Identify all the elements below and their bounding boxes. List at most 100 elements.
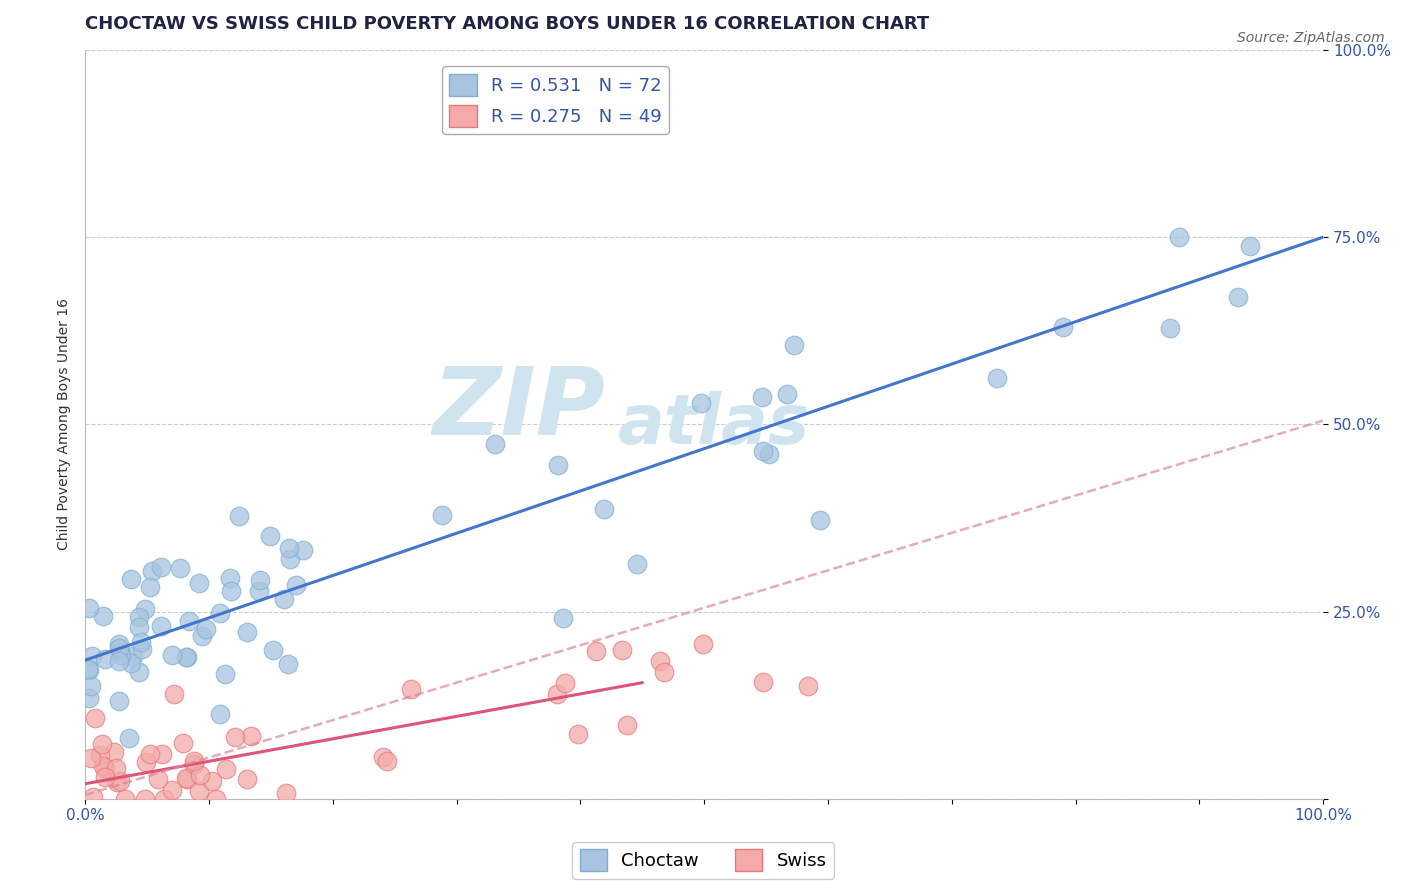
Point bbox=[278, 552, 301, 566]
Point bbox=[128, 620, 150, 634]
Point bbox=[214, 666, 236, 681]
Point bbox=[626, 558, 648, 572]
Point bbox=[236, 772, 259, 786]
Point bbox=[546, 687, 568, 701]
Point bbox=[209, 706, 232, 721]
Point bbox=[273, 591, 295, 606]
Point bbox=[176, 649, 198, 664]
Point bbox=[94, 652, 117, 666]
Point bbox=[277, 657, 299, 672]
Point bbox=[91, 759, 114, 773]
Point bbox=[228, 509, 250, 524]
Point bbox=[191, 629, 214, 643]
Point bbox=[205, 791, 228, 805]
Point bbox=[108, 640, 131, 655]
Point bbox=[1226, 290, 1249, 304]
Point bbox=[1052, 319, 1074, 334]
Point bbox=[162, 782, 184, 797]
Point bbox=[89, 747, 111, 762]
Point bbox=[551, 611, 574, 625]
Text: ZIP: ZIP bbox=[432, 363, 605, 455]
Point bbox=[103, 745, 125, 759]
Point bbox=[153, 791, 176, 805]
Point bbox=[1167, 230, 1189, 244]
Point bbox=[249, 573, 271, 587]
Point bbox=[236, 625, 259, 640]
Point bbox=[77, 690, 100, 705]
Legend: Choctaw, Swiss: Choctaw, Swiss bbox=[572, 842, 834, 879]
Point bbox=[224, 731, 246, 745]
Point bbox=[91, 738, 114, 752]
Text: Source: ZipAtlas.com: Source: ZipAtlas.com bbox=[1237, 31, 1385, 45]
Point bbox=[160, 648, 183, 662]
Point bbox=[162, 687, 184, 701]
Point bbox=[484, 436, 506, 450]
Point bbox=[689, 395, 711, 409]
Point bbox=[183, 756, 205, 771]
Point bbox=[80, 679, 103, 693]
Point bbox=[585, 644, 607, 658]
Point bbox=[375, 754, 398, 768]
Point bbox=[172, 736, 194, 750]
Point bbox=[177, 615, 200, 629]
Point bbox=[77, 662, 100, 676]
Point bbox=[122, 648, 145, 663]
Point bbox=[274, 786, 297, 800]
Point bbox=[82, 648, 104, 663]
Point bbox=[114, 791, 136, 805]
Point bbox=[208, 606, 231, 620]
Point bbox=[567, 727, 589, 741]
Point bbox=[128, 609, 150, 624]
Point bbox=[751, 390, 773, 404]
Point bbox=[108, 654, 131, 668]
Point bbox=[547, 458, 569, 473]
Point bbox=[174, 649, 197, 664]
Point bbox=[107, 637, 129, 651]
Point bbox=[120, 656, 142, 670]
Point bbox=[201, 774, 224, 789]
Point bbox=[135, 755, 157, 769]
Point bbox=[239, 729, 262, 743]
Point bbox=[262, 643, 284, 657]
Point bbox=[652, 665, 675, 680]
Point bbox=[752, 674, 775, 689]
Point bbox=[554, 675, 576, 690]
Point bbox=[107, 774, 129, 789]
Point bbox=[758, 447, 780, 461]
Point bbox=[215, 762, 238, 776]
Point bbox=[83, 711, 105, 725]
Text: CHOCTAW VS SWISS CHILD POVERTY AMONG BOYS UNDER 16 CORRELATION CHART: CHOCTAW VS SWISS CHILD POVERTY AMONG BOY… bbox=[86, 15, 929, 33]
Point bbox=[188, 767, 211, 781]
Point bbox=[82, 789, 104, 804]
Point bbox=[292, 542, 315, 557]
Point bbox=[249, 584, 271, 599]
Point bbox=[616, 718, 638, 732]
Point bbox=[986, 371, 1008, 385]
Point bbox=[139, 747, 162, 761]
Point bbox=[401, 681, 423, 696]
Point bbox=[648, 654, 671, 668]
Point bbox=[110, 648, 132, 662]
Point bbox=[277, 541, 299, 555]
Point bbox=[752, 443, 775, 458]
Point bbox=[150, 747, 173, 761]
Point bbox=[128, 665, 150, 679]
Point bbox=[219, 571, 242, 585]
Point bbox=[77, 600, 100, 615]
Point bbox=[284, 578, 307, 592]
Point bbox=[430, 508, 453, 523]
Point bbox=[797, 679, 820, 693]
Point bbox=[129, 635, 152, 649]
Point bbox=[108, 694, 131, 708]
Point bbox=[146, 772, 169, 786]
Point bbox=[139, 580, 162, 594]
Point bbox=[80, 751, 103, 765]
Point bbox=[692, 637, 714, 651]
Point bbox=[150, 619, 173, 633]
Point bbox=[149, 559, 172, 574]
Point bbox=[169, 560, 191, 574]
Point bbox=[77, 663, 100, 677]
Point bbox=[183, 754, 205, 768]
Point bbox=[593, 502, 616, 516]
Point bbox=[134, 791, 156, 805]
